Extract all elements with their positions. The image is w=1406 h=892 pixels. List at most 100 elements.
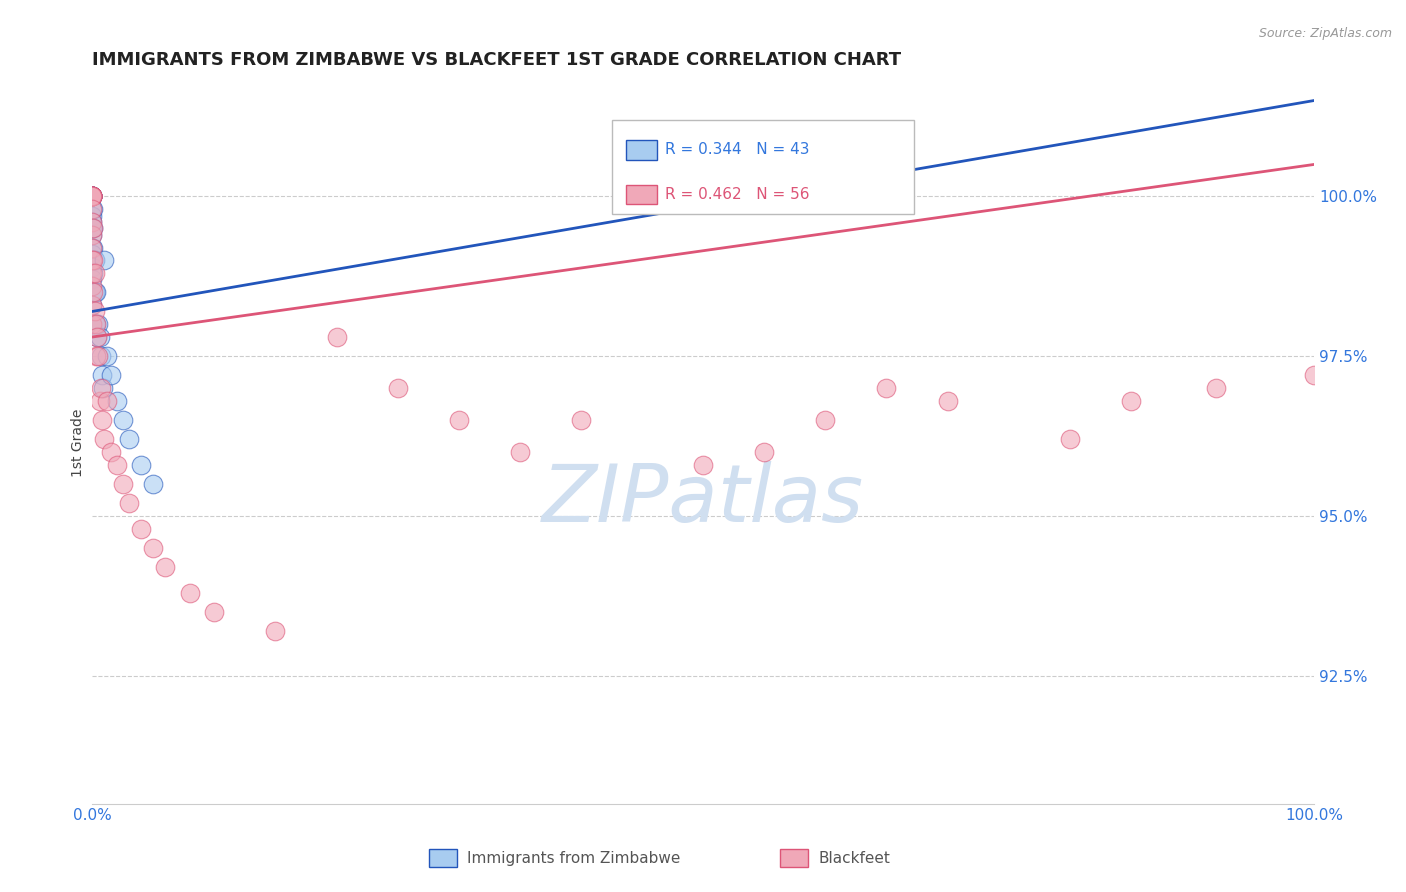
Point bbox=[111, 413, 134, 427]
Y-axis label: 1st Grade: 1st Grade bbox=[72, 409, 86, 476]
Point bbox=[82, 189, 104, 203]
Point bbox=[93, 432, 115, 446]
Point bbox=[84, 285, 107, 300]
Point bbox=[142, 477, 165, 491]
Point bbox=[155, 560, 177, 574]
Point bbox=[82, 266, 104, 280]
Point bbox=[179, 585, 201, 599]
Point bbox=[82, 189, 104, 203]
Text: ZIPatlas: ZIPatlas bbox=[543, 461, 865, 540]
Point bbox=[82, 278, 104, 293]
Point bbox=[82, 189, 104, 203]
Point bbox=[82, 298, 104, 312]
Point bbox=[142, 541, 165, 555]
Point bbox=[82, 227, 104, 242]
Point bbox=[82, 253, 104, 268]
Point bbox=[82, 285, 104, 300]
Point bbox=[82, 241, 104, 255]
Point bbox=[84, 317, 107, 331]
Point bbox=[84, 317, 107, 331]
Point bbox=[82, 189, 104, 203]
Point bbox=[96, 349, 118, 363]
Point bbox=[82, 189, 104, 203]
Point bbox=[82, 272, 104, 286]
Point bbox=[82, 317, 104, 331]
Point bbox=[105, 458, 128, 472]
Point bbox=[1205, 381, 1227, 395]
Point bbox=[82, 189, 104, 203]
Point bbox=[82, 189, 104, 203]
Point bbox=[82, 221, 104, 235]
Point bbox=[89, 330, 111, 344]
Point bbox=[1119, 393, 1142, 408]
Point bbox=[82, 202, 104, 217]
Point bbox=[129, 522, 152, 536]
Point bbox=[1303, 368, 1326, 383]
Point bbox=[82, 221, 104, 235]
Point bbox=[91, 381, 114, 395]
Point bbox=[82, 266, 104, 280]
Point bbox=[936, 393, 959, 408]
Point bbox=[82, 247, 104, 261]
Point bbox=[86, 330, 108, 344]
Text: Source: ZipAtlas.com: Source: ZipAtlas.com bbox=[1258, 27, 1392, 40]
Text: IMMIGRANTS FROM ZIMBABWE VS BLACKFEET 1ST GRADE CORRELATION CHART: IMMIGRANTS FROM ZIMBABWE VS BLACKFEET 1S… bbox=[93, 51, 901, 69]
Point bbox=[82, 189, 104, 203]
Point bbox=[100, 368, 122, 383]
Point bbox=[82, 189, 104, 203]
Point bbox=[82, 215, 104, 229]
Point bbox=[82, 215, 104, 229]
Point bbox=[129, 458, 152, 472]
Point bbox=[82, 189, 104, 203]
Point bbox=[83, 253, 105, 268]
Point bbox=[82, 317, 104, 331]
Point bbox=[86, 330, 108, 344]
Point bbox=[82, 189, 104, 203]
Point bbox=[82, 285, 104, 300]
Point bbox=[82, 189, 104, 203]
Point bbox=[82, 227, 104, 242]
Point bbox=[202, 605, 225, 619]
Point bbox=[82, 202, 104, 217]
Point bbox=[82, 189, 104, 203]
Point bbox=[82, 241, 104, 255]
Point bbox=[325, 330, 347, 344]
Point bbox=[82, 189, 104, 203]
Point bbox=[82, 189, 104, 203]
Point bbox=[1059, 432, 1081, 446]
Point bbox=[82, 221, 104, 235]
Point bbox=[814, 413, 837, 427]
Point bbox=[90, 381, 112, 395]
Point bbox=[509, 445, 531, 459]
Point bbox=[692, 458, 714, 472]
Point bbox=[83, 266, 105, 280]
Point bbox=[82, 209, 104, 223]
Point bbox=[82, 298, 104, 312]
Point bbox=[82, 202, 104, 217]
Point bbox=[118, 432, 141, 446]
Text: Immigrants from Zimbabwe: Immigrants from Zimbabwe bbox=[467, 851, 681, 865]
Point bbox=[82, 253, 104, 268]
Point bbox=[91, 368, 114, 383]
Point bbox=[83, 304, 105, 318]
Point bbox=[84, 349, 107, 363]
Point bbox=[82, 241, 104, 255]
Point bbox=[82, 189, 104, 203]
Point bbox=[87, 317, 110, 331]
Point bbox=[118, 496, 141, 510]
Point bbox=[754, 445, 776, 459]
Text: Blackfeet: Blackfeet bbox=[818, 851, 890, 865]
Point bbox=[387, 381, 409, 395]
Point bbox=[89, 393, 111, 408]
Point bbox=[91, 413, 114, 427]
Point bbox=[83, 317, 105, 331]
Point bbox=[93, 253, 115, 268]
Point bbox=[90, 349, 112, 363]
Point bbox=[82, 260, 104, 274]
Point bbox=[100, 445, 122, 459]
Point bbox=[96, 393, 118, 408]
Point bbox=[875, 381, 897, 395]
Text: R = 0.462   N = 56: R = 0.462 N = 56 bbox=[665, 187, 810, 202]
Point bbox=[105, 393, 128, 408]
Point bbox=[83, 285, 105, 300]
